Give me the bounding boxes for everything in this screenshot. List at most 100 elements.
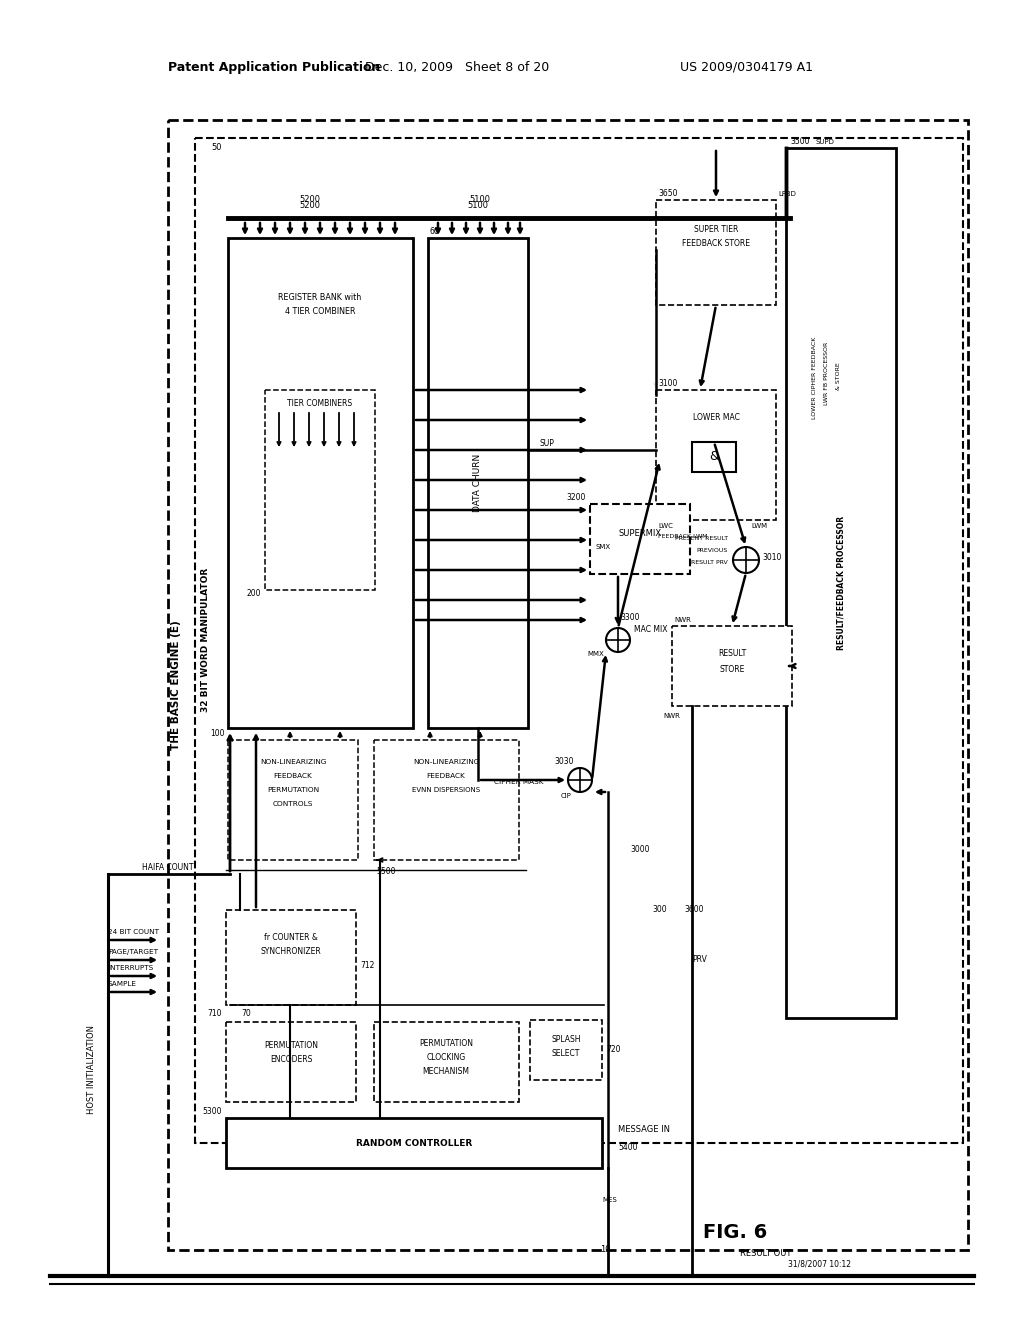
Text: 100: 100 bbox=[211, 729, 225, 738]
Text: 4 TIER COMBINER: 4 TIER COMBINER bbox=[285, 308, 355, 317]
Text: SYNCHRONIZER: SYNCHRONIZER bbox=[261, 948, 322, 957]
Text: &: & bbox=[710, 450, 719, 463]
Text: 710: 710 bbox=[208, 1010, 222, 1019]
Text: FEEDBACK: FEEDBACK bbox=[427, 774, 466, 779]
Text: MECHANISM: MECHANISM bbox=[423, 1068, 469, 1077]
Text: PERMUTATION: PERMUTATION bbox=[267, 787, 319, 793]
Text: HOST INITIALIZATION: HOST INITIALIZATION bbox=[87, 1026, 96, 1114]
Text: NWR: NWR bbox=[674, 616, 691, 623]
Text: PERMUTATION: PERMUTATION bbox=[419, 1040, 473, 1048]
Text: 3650: 3650 bbox=[658, 190, 678, 198]
Text: 5300: 5300 bbox=[203, 1107, 222, 1117]
Text: TIER COMBINERS: TIER COMBINERS bbox=[288, 400, 352, 408]
Text: DATA CHURN: DATA CHURN bbox=[473, 454, 482, 512]
Text: LOWER MAC: LOWER MAC bbox=[692, 413, 739, 422]
Text: NON-LINEARIZING: NON-LINEARIZING bbox=[413, 759, 479, 766]
Text: SUPD: SUPD bbox=[816, 139, 835, 145]
Text: RANDOM CONTROLLER: RANDOM CONTROLLER bbox=[356, 1138, 472, 1147]
Text: 50: 50 bbox=[211, 143, 221, 152]
Text: MESSAGE IN: MESSAGE IN bbox=[618, 1126, 670, 1134]
Text: SMX: SMX bbox=[596, 544, 611, 550]
Bar bbox=[226, 909, 356, 1005]
Text: 3500: 3500 bbox=[790, 137, 810, 147]
Text: RESULT PRV: RESULT PRV bbox=[691, 560, 728, 565]
Text: 5200: 5200 bbox=[299, 195, 321, 205]
Text: LFBD: LFBD bbox=[778, 191, 796, 197]
Bar bbox=[226, 1118, 602, 1168]
Text: 3300: 3300 bbox=[620, 614, 640, 623]
Text: THE BASIC ENGINE (E): THE BASIC ENGINE (E) bbox=[171, 620, 181, 750]
Text: US 2009/0304179 A1: US 2009/0304179 A1 bbox=[680, 61, 813, 74]
Text: RESULT: RESULT bbox=[718, 649, 746, 659]
Text: 200: 200 bbox=[247, 590, 261, 598]
Text: RESULT/FEEDBACK PROCESSOR: RESULT/FEEDBACK PROCESSOR bbox=[837, 516, 846, 649]
Text: 5400: 5400 bbox=[618, 1143, 638, 1152]
Text: MMX: MMX bbox=[587, 651, 604, 657]
Bar bbox=[374, 741, 519, 861]
Bar bbox=[195, 139, 963, 1143]
Text: LWR FB PROCESSOR: LWR FB PROCESSOR bbox=[823, 342, 828, 405]
Text: 3000: 3000 bbox=[630, 846, 650, 854]
Text: RESULT OUT: RESULT OUT bbox=[740, 1250, 792, 1258]
Text: CIPHER MASK: CIPHER MASK bbox=[495, 779, 544, 785]
Text: HAIFA COUNT: HAIFA COUNT bbox=[142, 863, 194, 873]
Bar bbox=[168, 120, 968, 1250]
Text: 5100: 5100 bbox=[468, 201, 488, 210]
Bar bbox=[530, 1020, 602, 1080]
Text: 70: 70 bbox=[241, 1010, 251, 1019]
Text: ENCODERS: ENCODERS bbox=[269, 1056, 312, 1064]
Bar bbox=[428, 238, 528, 729]
Text: MAC MIX: MAC MIX bbox=[634, 626, 668, 635]
Bar bbox=[226, 1022, 356, 1102]
Text: 3200: 3200 bbox=[566, 494, 586, 503]
Text: 3010: 3010 bbox=[762, 553, 781, 561]
Text: SUP: SUP bbox=[540, 440, 555, 449]
Text: FEEDBACK STORE: FEEDBACK STORE bbox=[682, 239, 750, 248]
Text: FEEDBACK LWM: FEEDBACK LWM bbox=[658, 533, 708, 539]
Text: PAGE/TARGET: PAGE/TARGET bbox=[108, 949, 158, 954]
Text: SELECT: SELECT bbox=[552, 1049, 581, 1059]
Text: PREVIOUS: PREVIOUS bbox=[696, 548, 728, 553]
Text: PRV: PRV bbox=[692, 956, 708, 965]
Circle shape bbox=[606, 628, 630, 652]
Text: LWC: LWC bbox=[658, 523, 673, 529]
Text: FEEDBACK: FEEDBACK bbox=[273, 774, 312, 779]
Text: & STORE: & STORE bbox=[836, 362, 841, 389]
Text: SUPER TIER: SUPER TIER bbox=[694, 226, 738, 235]
Text: 24 BIT COUNT: 24 BIT COUNT bbox=[108, 929, 159, 935]
Circle shape bbox=[568, 768, 592, 792]
Text: CIP: CIP bbox=[560, 793, 571, 799]
Text: CONTROLS: CONTROLS bbox=[272, 801, 313, 807]
Bar bbox=[692, 442, 736, 473]
Text: 5200: 5200 bbox=[299, 201, 321, 210]
Text: CLOCKING: CLOCKING bbox=[426, 1053, 466, 1063]
Text: EVNN DISPERSIONS: EVNN DISPERSIONS bbox=[412, 787, 480, 793]
Text: MES: MES bbox=[602, 1197, 616, 1203]
Text: LWM: LWM bbox=[752, 523, 768, 529]
Bar bbox=[656, 201, 776, 305]
Text: 3030: 3030 bbox=[554, 758, 573, 767]
Text: SAMPLE: SAMPLE bbox=[108, 981, 137, 987]
Text: 720: 720 bbox=[606, 1045, 621, 1055]
Text: 60: 60 bbox=[430, 227, 439, 236]
Bar bbox=[228, 741, 358, 861]
Text: Patent Application Publication: Patent Application Publication bbox=[168, 61, 380, 74]
Bar bbox=[374, 1022, 519, 1102]
Circle shape bbox=[733, 546, 759, 573]
Text: 5500: 5500 bbox=[376, 867, 395, 876]
Text: fr COUNTER &: fr COUNTER & bbox=[264, 933, 317, 942]
Text: 3100: 3100 bbox=[658, 380, 677, 388]
Text: 5100: 5100 bbox=[469, 195, 490, 205]
Text: 300: 300 bbox=[652, 906, 668, 915]
Text: NON-LINEARIZING: NON-LINEARIZING bbox=[260, 759, 327, 766]
Text: 3600: 3600 bbox=[684, 906, 703, 915]
Bar bbox=[228, 238, 413, 729]
Text: Dec. 10, 2009   Sheet 8 of 20: Dec. 10, 2009 Sheet 8 of 20 bbox=[365, 61, 549, 74]
Text: LOWER CIPHER FEEDBACK: LOWER CIPHER FEEDBACK bbox=[811, 337, 816, 420]
Bar bbox=[265, 389, 375, 590]
Text: NWR: NWR bbox=[664, 713, 680, 719]
Text: 10: 10 bbox=[600, 1246, 610, 1254]
Text: SUPERMIX: SUPERMIX bbox=[618, 528, 662, 537]
Bar bbox=[590, 504, 690, 574]
Text: INTERRUPTS: INTERRUPTS bbox=[108, 965, 154, 972]
